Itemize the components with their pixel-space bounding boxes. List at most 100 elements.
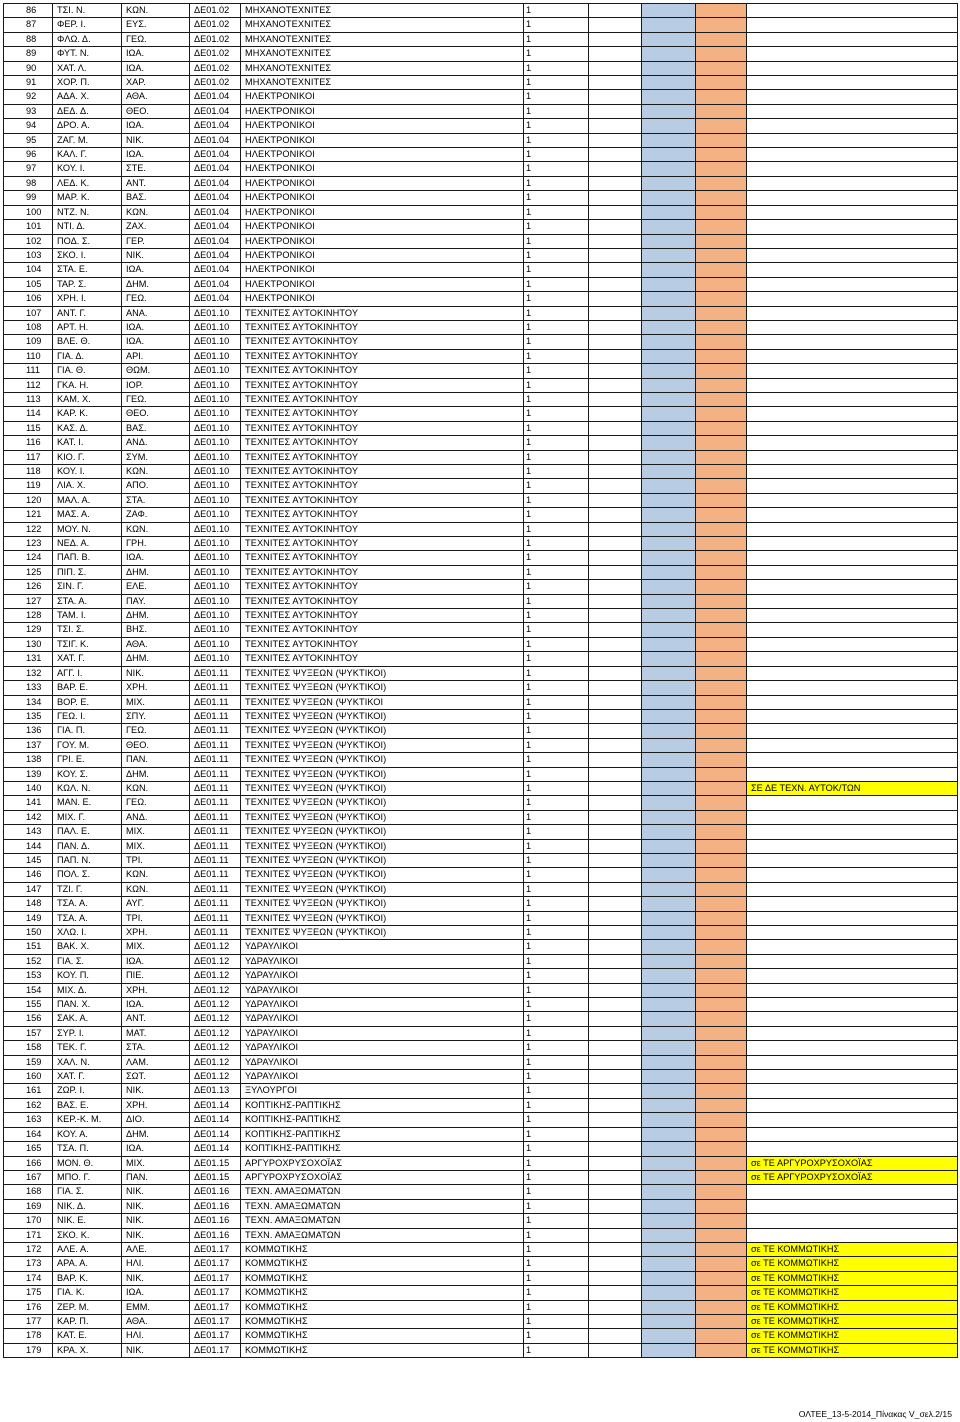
specialty-cell: ΑΡΓΥΡΟΧΡΥΣΟΧΟΪΑΣ xyxy=(240,1155,524,1171)
row-number: 128 xyxy=(3,608,53,624)
orange-column-cell xyxy=(695,564,747,581)
quantity-cell: 1 xyxy=(523,1054,589,1071)
surname-cell: ΚΑΜ. Χ. xyxy=(52,391,122,408)
surname-cell: ΒΑΣ. Ε. xyxy=(52,1097,122,1114)
orange-column-cell xyxy=(695,968,747,984)
table-row: 88 ΦΛΩ. Δ. ΓΕΩ. ΔΕ01.02 ΜΗΧΑΝΟΤΕΧΝΙΤΕΣ 1 xyxy=(3,31,958,48)
row-number: 135 xyxy=(3,708,53,725)
specialty-cell: ΚΟΜΜΩΤΙΚΗΣ xyxy=(240,1328,524,1344)
specialty-cell: ΥΔΡΑΥΛΙΚΟΙ xyxy=(240,982,524,999)
blue-column-cell xyxy=(641,924,696,941)
specialty-cell: ΤΕΧΝΙΤΕΣ ΑΥΤΟΚΙΝΗΤΟΥ xyxy=(240,622,524,638)
table-row: 172 ΑΛΕ. Α. ΑΛΕ. ΔΕ01.17 ΚΟΜΜΩΤΙΚΗΣ 1 σε ΤΕ ΚΟ… xyxy=(3,1241,958,1258)
blue-column-cell xyxy=(641,708,696,725)
empty-cell xyxy=(588,219,642,235)
note-cell xyxy=(746,521,958,538)
table-row: 104 ΣΤΑ. Ε. ΙΩΑ. ΔΕ01.04 ΗΛΕΚΤΡΟΝΙΚΟΙ 1 xyxy=(3,262,958,278)
row-number: 164 xyxy=(3,1126,53,1143)
orange-column-cell xyxy=(695,1040,747,1056)
surname-cell: ΚΟΥ. Ι. xyxy=(52,463,122,480)
father-name-cell: ΙΟΡ. xyxy=(121,377,190,393)
specialty-code-cell: ΔΕ01.11 xyxy=(189,896,241,912)
blue-column-cell xyxy=(641,723,696,739)
note-cell xyxy=(746,262,958,278)
quantity-cell: 1 xyxy=(523,276,589,293)
empty-cell xyxy=(588,391,642,408)
empty-cell xyxy=(588,968,642,984)
blue-column-cell xyxy=(641,219,696,235)
quantity-cell: 1 xyxy=(523,478,589,494)
specialty-code-cell: ΔΕ01.14 xyxy=(189,1097,241,1114)
quantity-cell: 1 xyxy=(523,17,589,33)
table-row: 157 ΣΥΡ. Ι. ΜΑΤ. ΔΕ01.12 ΥΔΡΑΥΛΙΚΟΙ 1 xyxy=(3,1025,958,1042)
surname-cell: ΜΑΣ. Α. xyxy=(52,507,122,523)
blue-column-cell xyxy=(641,622,696,638)
table-row: 136 ΓΙΑ. Π. ΓΕΩ. ΔΕ01.11 ΤΕΧΝΙΤΕΣ ΨΥΞΕΩΝ (ΨΥ… xyxy=(3,723,958,739)
row-number: 133 xyxy=(3,680,53,696)
quantity-cell: 1 xyxy=(523,262,589,278)
father-name-cell: ΙΩΑ. xyxy=(121,1285,190,1301)
specialty-code-cell: ΔΕ01.04 xyxy=(189,190,241,206)
row-number: 127 xyxy=(3,593,53,610)
row-number: 177 xyxy=(3,1313,53,1330)
father-name-cell: ΑΝΔ. xyxy=(121,435,190,451)
orange-column-cell xyxy=(695,118,747,134)
row-number: 121 xyxy=(3,507,53,523)
table-row: 120 ΜΑΛ. Α. ΣΤΑ. ΔΕ01.10 ΤΕΧΝΙΤΕΣ ΑΥΤΟΚΙΝΗΤΟ… xyxy=(3,492,958,509)
father-name-cell: ΣΩΤ. xyxy=(121,1069,190,1085)
orange-column-cell xyxy=(695,924,747,941)
surname-cell: ΤΣΙ. Ν. xyxy=(52,2,122,19)
note-cell xyxy=(746,103,958,120)
father-name-cell: ΒΑΣ. xyxy=(121,190,190,206)
empty-cell xyxy=(588,60,642,77)
surname-cell: ΣΙΝ. Γ. xyxy=(52,579,122,595)
row-number: 153 xyxy=(3,968,53,984)
specialty-cell: ΜΗΧΑΝΟΤΕΧΝΙΤΕΣ xyxy=(240,75,524,91)
orange-column-cell xyxy=(695,435,747,451)
specialty-cell: ΤΕΧΝΙΤΕΣ ΨΥΞΕΩΝ (ΨΥΚΤΙΚΟΙ) xyxy=(240,838,524,854)
note-cell: σε ΤΕ ΚΟΜΜΩΤΙΚΗΣ xyxy=(746,1342,958,1359)
row-number: 107 xyxy=(3,305,53,321)
table-row: 101 ΝΤΙ. Δ. ΖΑΧ. ΔΕ01.04 ΗΛΕΚΤΡΟΝΙΚΟΙ 1 xyxy=(3,219,958,235)
quantity-cell: 1 xyxy=(523,579,589,595)
father-name-cell: ΑΛΕ. xyxy=(121,1241,190,1258)
blue-column-cell xyxy=(641,89,696,105)
note-cell xyxy=(746,795,958,811)
surname-cell: ΧΟΡ. Π. xyxy=(52,75,122,91)
empty-cell xyxy=(588,1155,642,1171)
specialty-cell: ΤΕΧΝΙΤΕΣ ΨΥΞΕΩΝ (ΨΥΚΤΙΚΟΙ) xyxy=(240,824,524,840)
orange-column-cell xyxy=(695,737,747,754)
table-row: 146 ΠΟΛ. Σ. ΚΩΝ. ΔΕ01.11 ΤΕΧΝΙΤΕΣ ΨΥΞΕΩΝ (ΨΥ… xyxy=(3,867,958,883)
table-row: 137 ΓΟΥ. Μ. ΘΕΟ. ΔΕ01.11 ΤΕΧΝΙΤΕΣ ΨΥΞΕΩΝ (ΨΥ… xyxy=(3,737,958,754)
note-cell: σε ΤΕ ΚΟΜΜΩΤΙΚΗΣ xyxy=(746,1270,958,1287)
specialty-cell: ΤΕΧΝΙΤΕΣ ΨΥΞΕΩΝ (ΨΥΚΤΙΚΟΙ) xyxy=(240,809,524,826)
blue-column-cell xyxy=(641,60,696,77)
quantity-cell: 1 xyxy=(523,1069,589,1085)
father-name-cell: ΔΗΜ. xyxy=(121,1126,190,1143)
note-cell: σε ΤΕ ΚΟΜΜΩΤΙΚΗΣ xyxy=(746,1256,958,1272)
specialty-cell: ΤΕΧΝΙΤΕΣ ΨΥΞΕΩΝ (ΨΥΚΤΙΚΟΙ xyxy=(240,694,524,710)
father-name-cell: ΠΑΝ. xyxy=(121,752,190,768)
father-name-cell: ΑΝΑ. xyxy=(121,305,190,321)
surname-cell: ΓΡΙ. Ε. xyxy=(52,752,122,768)
row-number: 91 xyxy=(3,75,53,91)
quantity-cell: 1 xyxy=(523,1112,589,1128)
quantity-cell: 1 xyxy=(523,636,589,653)
specialty-code-cell: ΔΕ01.10 xyxy=(189,478,241,494)
orange-column-cell xyxy=(695,852,747,869)
blue-column-cell xyxy=(641,953,696,970)
table-row: 135 ΓΕΩ. Ι. ΣΠΥ. ΔΕ01.11 ΤΕΧΝΙΤΕΣ ΨΥΞΕΩΝ (ΨΥ… xyxy=(3,708,958,725)
empty-cell xyxy=(588,1270,642,1287)
specialty-code-cell: ΔΕ01.04 xyxy=(189,291,241,307)
note-cell xyxy=(746,46,958,62)
table-row: 145 ΠΑΠ. Ν. ΤΡΙ. ΔΕ01.11 ΤΕΧΝΙΤΕΣ ΨΥΞΕΩΝ (ΨΥ… xyxy=(3,852,958,869)
quantity-cell: 1 xyxy=(523,1342,589,1359)
surname-cell: ΣΚΟ. Κ. xyxy=(52,1227,122,1243)
note-cell xyxy=(746,723,958,739)
specialty-code-cell: ΔΕ01.10 xyxy=(189,406,241,422)
surname-cell: ΠΑΠ. Β. xyxy=(52,550,122,566)
orange-column-cell xyxy=(695,175,747,192)
quantity-cell: 1 xyxy=(523,1328,589,1344)
quantity-cell: 1 xyxy=(523,89,589,105)
surname-cell: ΓΙΑ. Π. xyxy=(52,723,122,739)
